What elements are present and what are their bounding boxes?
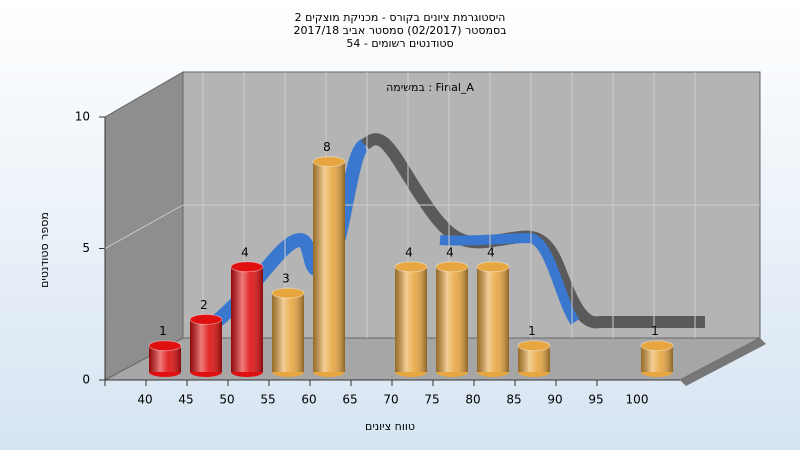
x-tick-label: 90 (547, 393, 562, 407)
data-label: 1 (651, 324, 659, 338)
y-tick-label: 10 (75, 110, 90, 124)
x-tick-label: 40 (137, 393, 152, 407)
bar-top (148, 340, 182, 352)
data-label: 1 (528, 324, 536, 338)
x-axis-label: טווח ציונים (365, 420, 415, 433)
x-tick-label: 95 (588, 393, 603, 407)
left-wall (104, 71, 184, 381)
data-label: 8 (323, 140, 331, 154)
bar-top (189, 313, 223, 325)
x-tick-label: 85 (506, 393, 521, 407)
x-tick-label: 65 (342, 393, 357, 407)
bar-top (230, 261, 264, 273)
bar-shade (231, 266, 263, 372)
bar-shade (395, 266, 427, 372)
bar-top (271, 287, 305, 299)
x-tick-label: 55 (260, 393, 275, 407)
x-tick-label: 60 (301, 393, 316, 407)
x-tick-label: 70 (383, 393, 398, 407)
x-tick-label: 75 (424, 393, 439, 407)
bar-shade (477, 266, 509, 372)
data-label: 4 (405, 245, 413, 259)
bar-top (312, 156, 346, 168)
floor-edge (680, 338, 766, 386)
bar-shade (313, 161, 345, 372)
grid-line (104, 204, 184, 249)
bar-top (640, 340, 674, 352)
x-tick-label: 50 (219, 393, 234, 407)
x-tick-label: 80 (465, 393, 480, 407)
chart-title: היסטוגרמת ציונים בקורס - מכניקת מוצקים 2 (295, 11, 506, 24)
y-axis-label: מספר סטודנטים (38, 212, 51, 288)
chart-title: סטודנטים רשומים - 54 (346, 37, 453, 50)
y-tick-label: 0 (82, 373, 90, 387)
bar-top (435, 261, 469, 273)
annotation: במשימה : Final_A (386, 81, 474, 94)
x-tick-label: 100 (626, 393, 649, 407)
data-label: 4 (241, 245, 249, 259)
data-label: 4 (487, 245, 495, 259)
chart-title: בסמסטר (02/2017) סמסטר אביב 2017/18 (293, 24, 506, 37)
data-label: 2 (200, 298, 208, 312)
data-label: 4 (446, 245, 454, 259)
bar-shade (272, 293, 304, 372)
bar-top (394, 261, 428, 273)
bar-top (476, 261, 510, 273)
data-label: 1 (159, 324, 167, 338)
bar-top (517, 340, 551, 352)
bar-shade (190, 319, 222, 372)
trend-ribbon (439, 232, 580, 325)
x-tick-label: 45 (178, 393, 193, 407)
bar-shade (436, 266, 468, 372)
data-label: 3 (282, 272, 290, 286)
y-tick-label: 5 (82, 241, 90, 255)
